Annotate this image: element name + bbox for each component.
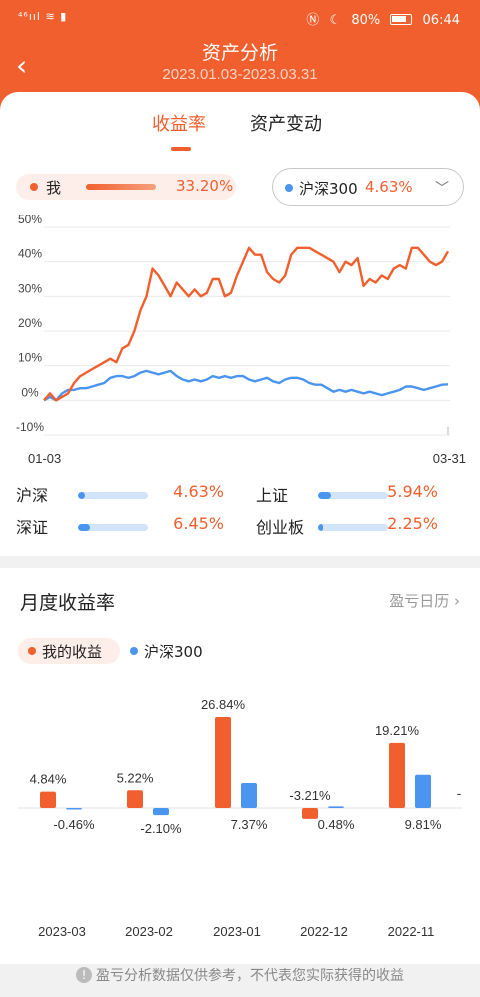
index-perf-name: 上证 (256, 486, 289, 505)
legend-mine: 我的收益 (18, 638, 120, 664)
signal-icon: ⁴⁶ııl ≋ ▮ (18, 10, 68, 23)
index-perf-bar (78, 492, 148, 499)
tab-asset-change[interactable]: 资产变动 (250, 114, 322, 135)
bar-mine (40, 791, 56, 808)
bar-label-index: -2.10% (140, 821, 182, 836)
my-return-bar (86, 184, 156, 190)
bar-label-index: 9.81% (405, 817, 442, 832)
series-line-mine (43, 246, 450, 402)
x-category-label: 2022-12 (300, 924, 348, 939)
index-perf-fill (78, 524, 90, 531)
footer-text: 盈亏分析数据仅供参考，不代表您实际获得的收益 (96, 967, 404, 984)
chevron-down-icon: ﹀ (435, 181, 449, 197)
bar-index (241, 783, 257, 808)
nfc-icon: Ⓝ (306, 13, 320, 28)
return-line-chart: 50% 40% 30% 20% 10% 0% -10% 01-03 03-31 (16, 215, 466, 466)
index-perf-name: 沪深 (16, 486, 49, 505)
legend-index-dot (130, 647, 138, 655)
x-start-label: 01-03 (28, 451, 61, 466)
bar-mine (215, 717, 231, 808)
index-perf-bar (78, 524, 148, 531)
back-icon[interactable]: ‹ (16, 49, 28, 82)
my-return-value: 33.20% (176, 177, 234, 195)
calendar-link-label: 盈亏日历 (389, 592, 450, 610)
bar-label-index: -0.46% (53, 817, 95, 832)
tab-bar: 收益率 资产变动 (0, 110, 480, 140)
index-perf-fill (318, 524, 323, 531)
moon-icon: ☾ (329, 13, 342, 28)
clock: 06:44 (422, 13, 460, 28)
bar-mine (127, 790, 143, 808)
index-perf-fill (78, 492, 85, 499)
index-perf-name: 创业板 (256, 518, 305, 537)
my-dot-icon (30, 183, 38, 191)
status-bar: ⁴⁶ııl ≋ ▮ Ⓝ ☾ 80% 06:44 (0, 8, 480, 30)
calendar-link[interactable]: 盈亏日历 › (389, 590, 460, 611)
index-perf-row: 沪深 4.63% (16, 482, 236, 506)
bar-label-mine: -3.21% (289, 788, 331, 803)
index-perf-value: 2.25% (387, 514, 438, 533)
index-selector[interactable]: 沪深300 4.63% ﹀ (272, 168, 464, 206)
my-label: 我 (46, 179, 62, 197)
battery-icon (390, 14, 413, 25)
monthly-bar-chart: 4.84% -0.46% 2023-03 5.22% -2.10% 2023-02 26.8… (18, 697, 462, 939)
legend-mine-label: 我的收益 (42, 643, 103, 661)
bar-mine (389, 742, 405, 808)
index-perf-fill (318, 492, 331, 499)
legend-mine-dot (28, 647, 36, 655)
index-perf-row: 上证 5.94% (256, 482, 476, 506)
index-perf-value: 5.94% (387, 482, 438, 501)
bar-index (328, 806, 344, 808)
index-selector-label: 沪深300 (299, 180, 358, 198)
y-tick-label: 10% (18, 351, 42, 365)
y-tick-label: 0% (21, 385, 39, 399)
y-tick-label: 50% (18, 215, 42, 226)
tab-indicator (171, 147, 191, 151)
index-perf-value: 4.63% (173, 482, 224, 501)
bar-label-mine: 26.84% (201, 697, 246, 712)
series-line-index (43, 369, 449, 402)
date-range: 2023.01.03-2023.03.31 (162, 66, 318, 83)
bar-label-index: 0.48% (318, 817, 355, 832)
footer-notice: ! 盈亏分析数据仅供参考，不代表您实际获得的收益 (0, 964, 480, 997)
index-dot-icon (285, 184, 293, 192)
index-perf-row: 深证 6.45% (16, 514, 236, 538)
chevron-right-icon: › (454, 592, 460, 610)
trailing-mark: - (457, 787, 462, 802)
info-icon: ! (76, 966, 92, 983)
index-perf-bar (318, 524, 388, 531)
bar-label-mine: 4.84% (30, 772, 67, 787)
x-end-label: 03-31 (433, 451, 466, 466)
bar-index (153, 808, 169, 816)
x-category-label: 2023-03 (38, 924, 86, 939)
tab-return-rate[interactable]: 收益率 (152, 114, 206, 135)
bar-label-mine: 5.22% (117, 770, 154, 785)
y-tick-label: 40% (18, 247, 42, 261)
bar-index (66, 808, 82, 810)
battery-level: 80% (351, 13, 381, 28)
bar-mine (302, 808, 318, 819)
bar-index (415, 774, 431, 808)
x-category-label: 2022-11 (388, 924, 435, 939)
index-perf-row: 创业板 2.25% (256, 514, 476, 538)
bar-label-index: 7.37% (231, 817, 268, 832)
index-perf-value: 6.45% (173, 514, 224, 533)
bar-label-mine: 19.21% (375, 723, 420, 738)
y-tick-label: 20% (18, 316, 42, 330)
x-category-label: 2023-02 (125, 924, 173, 939)
index-selector-value: 4.63% (365, 178, 413, 196)
y-tick-label: -10% (16, 420, 44, 434)
index-perf-name: 深证 (16, 518, 49, 537)
monthly-title: 月度收益率 (20, 592, 116, 614)
x-category-label: 2023-01 (213, 924, 261, 939)
my-return-chip: 我 33.20% (16, 174, 236, 200)
y-tick-label: 30% (18, 281, 42, 295)
page-title: 资产分析 (201, 42, 278, 64)
legend-index-label: 沪深300 (144, 643, 203, 661)
index-perf-bar (318, 492, 388, 499)
